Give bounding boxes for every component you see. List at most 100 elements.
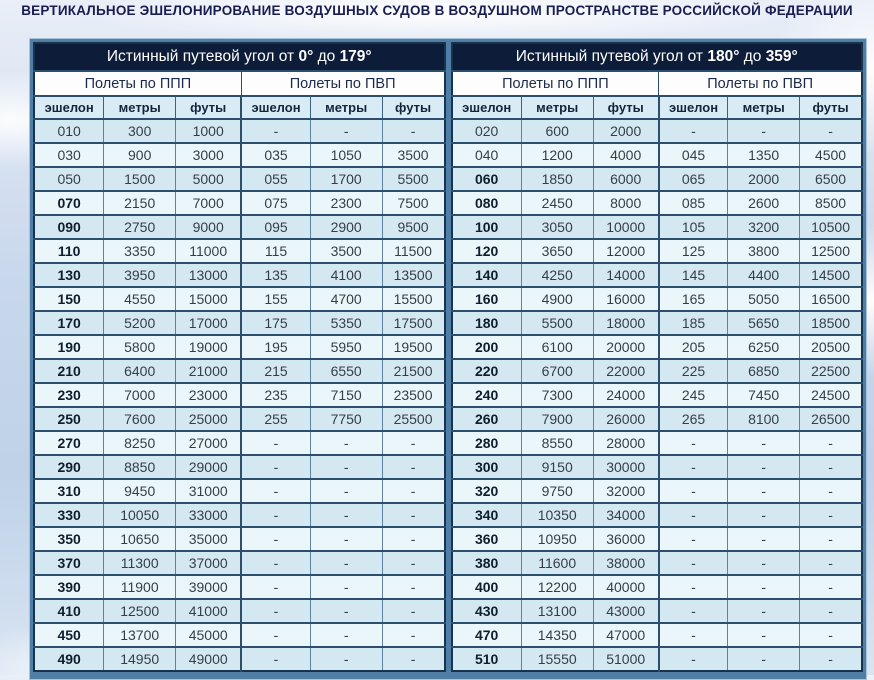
table-row: 020 600 2000- - - [451,118,863,143]
cell-feet: 25000 [175,406,242,431]
cell-meters: - [309,502,383,527]
cell-flight-level: 450 [33,622,105,647]
cell-meters: 3800 [727,238,801,263]
cell-meters: 15550 [520,646,594,671]
cell-feet: 24000 [592,382,660,407]
cell-meters: 11300 [103,550,177,575]
cell-flight-level: - [657,550,729,575]
cell-flight-level: 235 [240,382,311,407]
cell-flight-level: 280 [451,430,522,455]
cell-flight-level: 370 [33,550,105,575]
cell-feet: - [799,598,863,623]
table-row: 030 900 3000 035 1050 3500 [33,142,446,167]
cell-meters: 11600 [520,550,594,575]
cell-feet: 11500 [381,238,446,263]
cell-feet: - [799,478,863,503]
cell-meters: - [727,550,801,575]
cell-meters: - [309,526,383,551]
cell-meters: 12200 [520,574,594,599]
cell-feet: 26000 [592,406,660,431]
cell-feet: - [799,646,863,671]
table-row: 310 9450 31000- - - [33,478,446,503]
cell-feet: 16500 [799,286,863,311]
cell-meters: 1050 [309,142,383,167]
cell-flight-level: 175 [240,310,311,335]
cell-feet: 3000 [175,142,242,167]
cell-feet: 35000 [175,526,242,551]
cell-flight-level: - [657,622,729,647]
cell-meters: 2150 [103,190,177,215]
cell-meters: 5200 [103,310,177,335]
cell-meters: 4400 [727,262,801,287]
cell-flight-level: 255 [240,406,311,431]
cell-meters: 6850 [727,358,801,383]
cell-feet: 5500 [381,166,446,191]
cell-flight-level: 070 [33,190,105,215]
cell-feet: 12000 [592,238,660,263]
col-header-flight-level: эшелон [451,95,522,120]
cell-meters: 6100 [520,334,594,359]
cell-feet: 41000 [175,598,242,623]
cell-flight-level: 245 [657,382,729,407]
cell-feet: 11000 [175,238,242,263]
cell-feet: 45000 [175,622,242,647]
table-row: 340 10350 34000- - - [451,502,863,527]
cell-meters: 4550 [103,286,177,311]
cell-feet: 49000 [175,646,242,671]
cell-meters: 10050 [103,502,177,527]
cell-meters: 6400 [103,358,177,383]
cell-flight-level: 265 [657,406,729,431]
cell-feet: - [799,430,863,455]
table-row: 100 3050 10000 105 3200 10500 [451,214,863,239]
cell-feet: 4500 [799,142,863,167]
page-title: ВЕРТИКАЛЬНОЕ ЭШЕЛОНИРОВАНИЕ ВОЗДУШНЫХ СУ… [21,3,853,18]
cell-feet: - [381,478,446,503]
cell-flight-level: 135 [240,262,311,287]
cell-flight-level: 105 [657,214,729,239]
cell-feet: 6500 [799,166,863,191]
cell-flight-level: - [657,574,729,599]
group-header-vfr: Полеты по ПВП [658,70,863,97]
cell-feet: 15500 [381,286,446,311]
cell-meters: 10650 [103,526,177,551]
cell-meters: - [727,478,801,503]
cell-flight-level: 230 [33,382,105,407]
cell-flight-level: 130 [33,262,105,287]
cell-meters: 8250 [103,430,177,455]
col-header-meters: метры [309,95,383,120]
cell-feet: - [381,526,446,551]
col-header-feet: футы [175,95,242,120]
cell-flight-level: - [657,430,729,455]
cell-feet: 19000 [175,334,242,359]
cell-feet: 26500 [799,406,863,431]
cell-meters: 5800 [103,334,177,359]
cell-feet: 47000 [592,622,660,647]
table-row: 180 5500 18000 185 5650 18500 [451,310,863,335]
cell-meters: 2450 [520,190,594,215]
cell-meters: - [309,478,383,503]
cell-feet: 39000 [175,574,242,599]
cell-feet: - [799,574,863,599]
cell-flight-level: 290 [33,454,105,479]
table-row: 260 7900 26000 265 8100 26500 [451,406,863,431]
cell-flight-level: 225 [657,358,729,383]
cell-flight-level: 170 [33,310,105,335]
cell-flight-level: 250 [33,406,105,431]
cell-feet: 4000 [592,142,660,167]
cell-feet: 5000 [175,166,242,191]
cell-meters: 6700 [520,358,594,383]
cell-meters: 13100 [520,598,594,623]
col-header-feet: футы [592,95,660,120]
cell-feet: 18500 [799,310,863,335]
table-body-180-359: 020 600 2000- - -040 1200 4000 045 1350 4500 060 18… [451,118,863,671]
table-row: 290 8850 29000- - - [33,454,446,479]
col-header-feet: футы [799,95,863,120]
cell-flight-level: 115 [240,238,311,263]
cell-flight-level: 040 [451,142,522,167]
table-row: 330 10050 33000- - - [33,502,446,527]
cell-feet: - [381,454,446,479]
cell-meters: 8850 [103,454,177,479]
cell-meters: 3650 [520,238,594,263]
cell-meters: - [309,574,383,599]
cell-flight-level: 240 [451,382,522,407]
